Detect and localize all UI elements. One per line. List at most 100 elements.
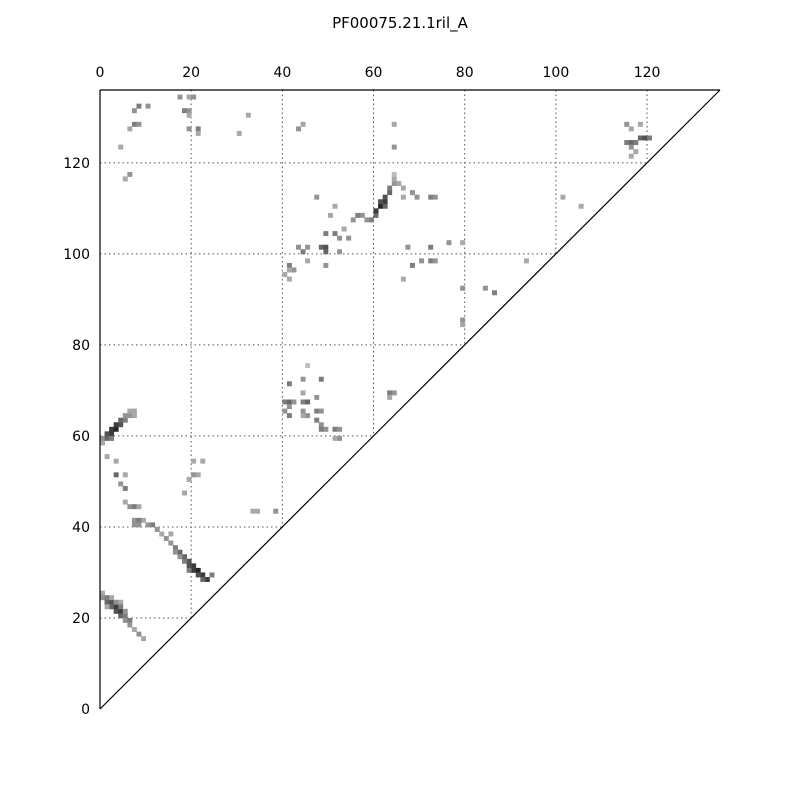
contact-cell <box>410 190 415 196</box>
contact-cell <box>186 563 192 569</box>
x-tick-label: 0 <box>96 65 105 81</box>
contact-cell <box>200 577 206 582</box>
y-tick-labels: 0 20 40 60 80 100 120 <box>63 156 90 718</box>
contact-cell <box>624 121 630 127</box>
contact-cell <box>109 599 115 605</box>
contact-cell <box>323 244 329 250</box>
grid-lines <box>100 90 648 619</box>
contact-cell <box>122 176 128 182</box>
contact-cell <box>182 108 188 114</box>
contact-cell <box>382 194 388 200</box>
contact-cell <box>159 531 165 537</box>
contact-cell <box>186 558 192 564</box>
contact-cell <box>195 126 201 132</box>
contact-cell <box>355 212 361 218</box>
contact-cell <box>637 135 643 141</box>
contact-cell <box>186 126 192 132</box>
contact-cell <box>113 604 119 610</box>
contact-cell <box>168 540 174 546</box>
contact-cell <box>400 185 406 191</box>
contact-cell <box>391 390 397 396</box>
y-tick-label: 40 <box>72 520 90 536</box>
contact-cell <box>647 135 653 141</box>
contact-cell <box>195 567 201 573</box>
contact-cell <box>282 408 288 414</box>
contact-cell <box>273 508 279 514</box>
contact-cells <box>100 94 653 642</box>
contact-cell <box>296 244 301 250</box>
contact-cell <box>446 240 452 246</box>
contact-cell <box>104 599 110 605</box>
contact-cell <box>100 440 105 446</box>
contact-cell <box>364 217 370 223</box>
contact-cell <box>191 567 197 573</box>
contact-cell <box>113 422 119 428</box>
contact-cell <box>186 94 192 100</box>
contact-cell <box>624 140 630 146</box>
contact-cell <box>141 636 146 642</box>
contact-cell <box>118 422 124 428</box>
contact-cell <box>391 181 397 186</box>
contact-cell <box>131 522 137 528</box>
contact-cell <box>118 599 124 605</box>
y-tick-label: 20 <box>72 611 90 627</box>
contact-cell <box>346 235 352 241</box>
contact-cell <box>382 203 388 209</box>
contact-cell <box>131 504 137 510</box>
contact-cell <box>305 413 311 419</box>
contact-cell <box>100 595 105 601</box>
contact-cell <box>154 526 160 532</box>
contact-cell <box>291 267 297 273</box>
contact-cell <box>131 108 137 114</box>
contact-cell <box>118 417 124 423</box>
contact-cell <box>122 608 128 614</box>
contact-cell <box>127 622 133 628</box>
x-tick-label: 20 <box>182 65 200 81</box>
contact-cell <box>122 413 128 419</box>
contact-cell <box>177 94 183 100</box>
contact-cell <box>182 554 188 560</box>
contact-cell <box>382 199 388 205</box>
contact-cell <box>191 472 197 478</box>
contact-cell <box>195 572 201 578</box>
contact-cell <box>300 249 306 255</box>
contact-cell <box>578 203 584 209</box>
contact-cell <box>391 171 397 177</box>
contact-cell <box>460 240 466 246</box>
contact-cell <box>337 249 343 255</box>
contact-cell <box>182 490 188 496</box>
contact-cell <box>245 112 251 118</box>
contact-cell <box>136 504 142 510</box>
contact-cell <box>122 472 128 478</box>
contact-cell <box>191 458 197 464</box>
contact-cell <box>182 558 188 564</box>
contact-cell <box>145 522 151 528</box>
contact-cell <box>323 249 329 255</box>
contact-cell <box>318 244 324 250</box>
contact-cell <box>373 208 379 214</box>
contact-cell <box>109 595 115 601</box>
contact-cell <box>286 262 292 268</box>
contact-cell <box>118 613 124 619</box>
contact-cell <box>136 103 142 109</box>
contact-cell <box>195 472 201 478</box>
contact-cell <box>163 536 169 541</box>
contact-cell <box>282 272 288 278</box>
contact-cell <box>432 258 438 264</box>
contact-cell <box>373 212 379 218</box>
contact-cell <box>177 549 183 555</box>
contact-cell <box>141 517 146 523</box>
contact-cell <box>637 121 643 127</box>
contact-cell <box>300 390 306 396</box>
contact-cell <box>391 144 397 150</box>
contact-cell <box>250 508 256 514</box>
contact-cell <box>460 285 466 291</box>
contact-cell <box>628 153 634 159</box>
contact-cell <box>286 276 292 282</box>
contact-cell <box>482 285 488 291</box>
contact-cell <box>168 531 174 537</box>
contact-cell <box>113 599 119 605</box>
contact-cell <box>122 499 128 505</box>
contact-cell <box>118 604 124 610</box>
contact-cell <box>127 413 133 419</box>
